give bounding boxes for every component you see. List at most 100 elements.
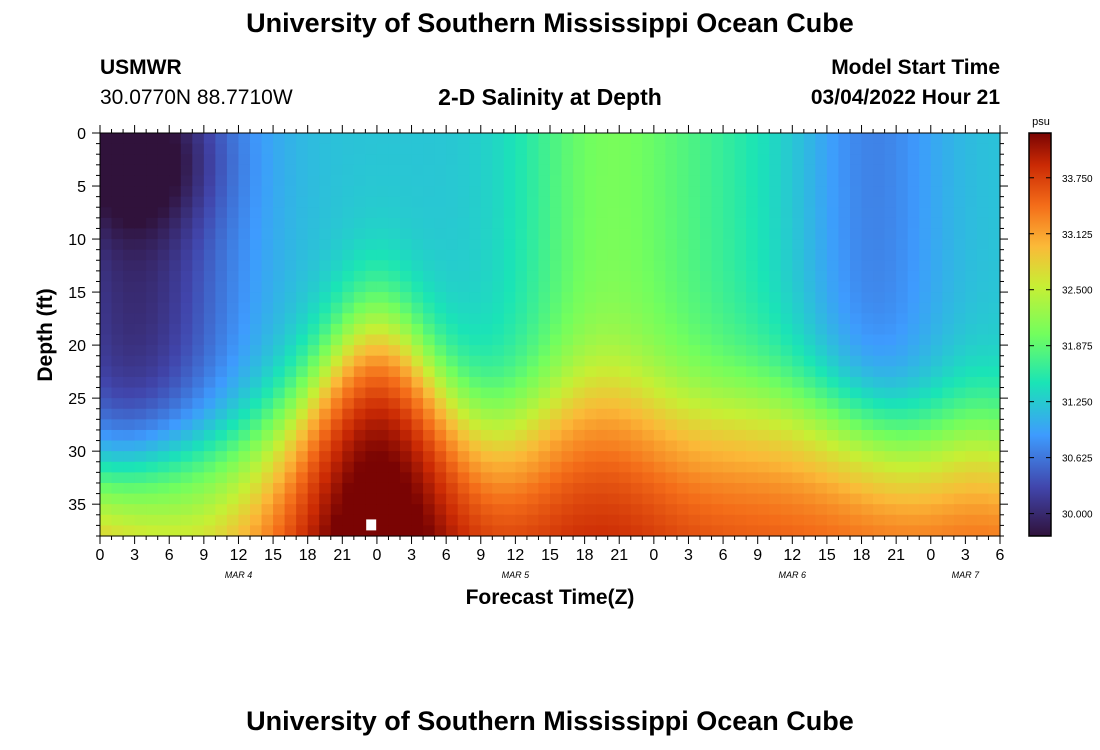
heatmap-cell <box>700 398 713 410</box>
heatmap-cell <box>180 451 193 463</box>
heatmap-cell <box>653 514 666 526</box>
heatmap-cell <box>653 525 666 537</box>
heatmap-cell <box>319 228 332 240</box>
heatmap-cell <box>607 228 620 240</box>
heatmap-cell <box>434 313 447 325</box>
heatmap-cell <box>861 334 874 346</box>
heatmap-cell <box>250 345 263 357</box>
heatmap-cell <box>457 366 470 378</box>
heatmap-cell <box>873 504 886 516</box>
heatmap-cell <box>100 207 113 219</box>
heatmap-cell <box>942 408 955 420</box>
model-start-label: Model Start Time <box>831 56 1000 79</box>
heatmap-cell <box>757 345 770 357</box>
heatmap-cell <box>469 398 482 410</box>
heatmap-cell <box>226 323 240 336</box>
heatmap-cell <box>296 376 309 389</box>
heatmap-cell <box>653 217 666 230</box>
heatmap-cell <box>838 270 851 283</box>
heatmap-cell <box>388 472 401 484</box>
heatmap-cell <box>942 154 955 166</box>
heatmap-cell <box>965 366 978 378</box>
heatmap-cell <box>838 217 851 230</box>
heatmap-cell <box>353 207 366 219</box>
heatmap-cell <box>919 154 932 166</box>
heatmap-cell <box>123 408 136 420</box>
heatmap-cell <box>238 133 251 145</box>
heatmap-cell <box>526 429 540 442</box>
heatmap-cell <box>134 451 147 463</box>
heatmap-cell <box>203 313 216 325</box>
heatmap-cell <box>619 196 632 208</box>
heatmap-cell <box>250 525 263 537</box>
heatmap-cell <box>676 429 690 442</box>
heatmap-cell <box>873 387 886 399</box>
heatmap-cell <box>769 376 782 389</box>
heatmap-cell <box>400 217 413 230</box>
heatmap-cell <box>353 408 366 420</box>
heatmap-cell <box>273 419 286 431</box>
heatmap-cell <box>803 514 816 526</box>
heatmap-cell <box>319 345 332 357</box>
heatmap-cell <box>769 419 782 431</box>
heatmap-cell <box>376 334 390 346</box>
heatmap-cell <box>250 186 263 198</box>
heatmap-cell <box>169 482 182 495</box>
heatmap-cell <box>100 196 113 208</box>
heatmap-cell <box>307 207 320 219</box>
heatmap-cell <box>503 419 516 431</box>
heatmap-cell <box>688 217 701 230</box>
heatmap-cell <box>976 292 990 304</box>
heatmap-cell <box>446 398 459 410</box>
heatmap-cell <box>919 345 932 357</box>
colorbar-unit: psu <box>1032 116 1050 128</box>
heatmap-cell <box>953 366 966 378</box>
heatmap-cell <box>180 525 193 537</box>
heatmap-cell <box>607 313 620 325</box>
heatmap-cell <box>330 472 343 484</box>
heatmap-cell <box>388 504 401 516</box>
heatmap-cell <box>469 482 482 495</box>
heatmap-cell <box>792 164 805 177</box>
heatmap-cell <box>861 376 874 389</box>
heatmap-cell <box>480 514 493 526</box>
heatmap-cell <box>988 408 1001 420</box>
heatmap-cell <box>803 355 816 367</box>
heatmap-cell <box>584 493 597 505</box>
x-axis-label: Forecast Time(Z) <box>466 586 635 609</box>
heatmap-cell <box>480 217 493 230</box>
heatmap-cell <box>665 186 678 198</box>
heatmap-cell <box>734 281 747 293</box>
heatmap-cell <box>411 143 424 155</box>
heatmap-cell <box>919 270 932 283</box>
heatmap-cell <box>942 196 955 208</box>
heatmap-cell <box>261 525 274 537</box>
heatmap-cell <box>561 133 574 145</box>
heatmap-cell <box>723 239 736 251</box>
heatmap-cell <box>365 143 378 155</box>
heatmap-cell <box>803 154 816 166</box>
heatmap-cell <box>815 366 828 378</box>
heatmap-cell <box>584 408 597 420</box>
heatmap-cell <box>376 429 390 442</box>
heatmap-cell <box>203 387 216 399</box>
heatmap-cell <box>226 504 240 516</box>
heatmap-cell <box>261 270 274 283</box>
heatmap-cell <box>180 186 193 198</box>
heatmap-cell <box>676 313 690 325</box>
heatmap-cell <box>123 419 136 431</box>
colorbar-label: 33.125 <box>1062 230 1093 241</box>
heatmap-cell <box>123 154 136 166</box>
heatmap-cell <box>965 164 978 177</box>
heatmap-cell <box>550 270 563 283</box>
heatmap-cell <box>550 133 563 145</box>
heatmap-cell <box>619 292 632 304</box>
heatmap-cell <box>780 249 793 261</box>
heatmap-cell <box>330 239 343 251</box>
heatmap-cell <box>434 207 447 219</box>
heatmap-cell <box>503 461 516 473</box>
heatmap-cell <box>411 302 424 314</box>
heatmap-cell <box>215 186 228 198</box>
heatmap-cell <box>457 408 470 420</box>
heatmap-cell <box>630 281 643 293</box>
